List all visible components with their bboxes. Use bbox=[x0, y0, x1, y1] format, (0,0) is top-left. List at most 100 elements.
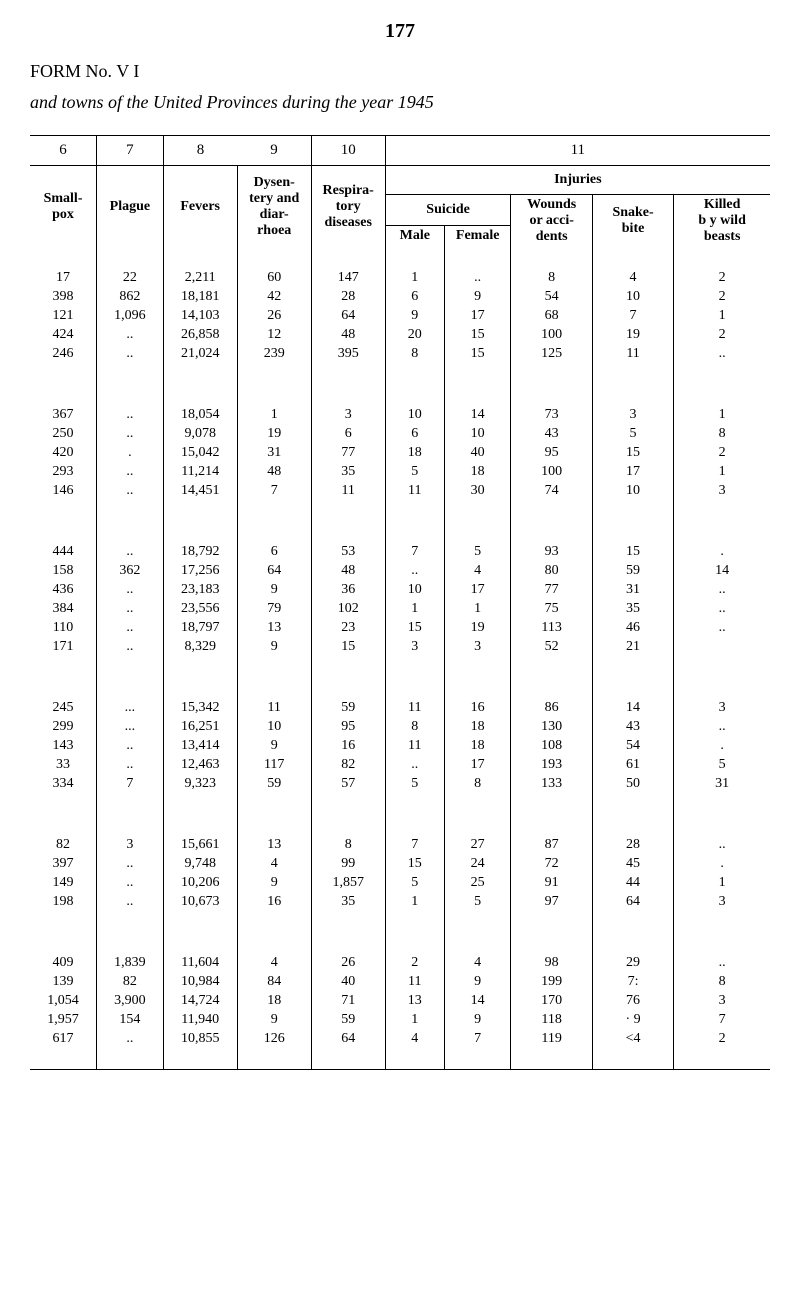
table-cell: 14,724 bbox=[163, 991, 237, 1010]
table-cell: 436 bbox=[30, 580, 97, 599]
table-row: 1211,09614,10326649176871 bbox=[30, 306, 770, 325]
table-cell: 13 bbox=[237, 618, 311, 637]
table-cell: 362 bbox=[97, 561, 164, 580]
table-row: 420.15,0423177184095152 bbox=[30, 443, 770, 462]
table-cell: .. bbox=[97, 462, 164, 481]
table-row: 436..23,18393610177731.. bbox=[30, 580, 770, 599]
col-num: 11 bbox=[385, 136, 770, 166]
table-row: 146..14,451711113074103 bbox=[30, 481, 770, 500]
table-cell: 3 bbox=[311, 405, 385, 424]
table-cell: 7 bbox=[385, 835, 444, 854]
table-row: 384..23,55679102117535.. bbox=[30, 599, 770, 618]
table-row: 17222,211601471..842 bbox=[30, 268, 770, 287]
table-cell: 4 bbox=[592, 268, 673, 287]
table-cell: 119 bbox=[511, 1029, 592, 1048]
table-cell: 10 bbox=[592, 481, 673, 500]
table-cell: 44 bbox=[592, 873, 673, 892]
table-cell: 64 bbox=[311, 306, 385, 325]
table-row: 1,95715411,94095919118· 97 bbox=[30, 1010, 770, 1029]
table-cell: 110 bbox=[30, 618, 97, 637]
table-cell: 1 bbox=[674, 873, 770, 892]
table-cell: .. bbox=[97, 405, 164, 424]
table-cell: 95 bbox=[311, 717, 385, 736]
table-cell: 33 bbox=[30, 755, 97, 774]
table-cell: 31 bbox=[592, 580, 673, 599]
table-cell: 239 bbox=[237, 344, 311, 363]
table-cell: 59 bbox=[592, 561, 673, 580]
table-row: 39886218,18142286954102 bbox=[30, 287, 770, 306]
table-cell: 17,256 bbox=[163, 561, 237, 580]
table-cell: 424 bbox=[30, 325, 97, 344]
table-cell: 50 bbox=[592, 774, 673, 793]
table-cell: 147 bbox=[311, 268, 385, 287]
table-cell: 21,024 bbox=[163, 344, 237, 363]
table-cell: 13 bbox=[385, 991, 444, 1010]
table-cell: 21 bbox=[592, 637, 673, 656]
table-cell: 64 bbox=[311, 1029, 385, 1048]
table-cell bbox=[674, 637, 770, 656]
table-cell: 15 bbox=[385, 854, 444, 873]
header-plague: Plague bbox=[97, 166, 164, 248]
table-cell: 1 bbox=[444, 599, 511, 618]
table-cell: .. bbox=[444, 268, 511, 287]
table-row: 617..10,8551266447119<42 bbox=[30, 1029, 770, 1048]
table-cell: .. bbox=[97, 325, 164, 344]
table-cell: 10 bbox=[237, 717, 311, 736]
table-cell: 87 bbox=[511, 835, 592, 854]
group-spacer bbox=[30, 384, 770, 405]
group-spacer bbox=[30, 1048, 770, 1070]
table-cell: 11 bbox=[385, 736, 444, 755]
header-snake: Snake- bite bbox=[592, 195, 673, 248]
table-cell: 133 bbox=[511, 774, 592, 793]
table-cell: 43 bbox=[592, 717, 673, 736]
table-cell: .. bbox=[97, 599, 164, 618]
table-row: 246..21,02423939581512511.. bbox=[30, 344, 770, 363]
table-row: 1398210,98484401191997:8 bbox=[30, 972, 770, 991]
table-cell: 40 bbox=[444, 443, 511, 462]
table-cell: 82 bbox=[311, 755, 385, 774]
data-table: 6 7 8 9 10 11 Small-pox Plague Fevers Dy… bbox=[30, 135, 770, 1070]
table-cell: 13,414 bbox=[163, 736, 237, 755]
table-cell: 143 bbox=[30, 736, 97, 755]
table-cell: .. bbox=[97, 481, 164, 500]
table-cell: .. bbox=[97, 873, 164, 892]
table-cell: 3 bbox=[674, 991, 770, 1010]
table-cell: 245 bbox=[30, 698, 97, 717]
header-injuries: Injuries bbox=[385, 166, 770, 195]
table-row: 250..9,0781966104358 bbox=[30, 424, 770, 443]
table-cell: 10 bbox=[385, 405, 444, 424]
table-cell: 4 bbox=[237, 953, 311, 972]
table-cell: 1,054 bbox=[30, 991, 97, 1010]
table-row: 397..9,74849915247245. bbox=[30, 854, 770, 873]
table-cell: 1 bbox=[385, 268, 444, 287]
table-cell: 9 bbox=[237, 1010, 311, 1029]
table-cell: 125 bbox=[511, 344, 592, 363]
group-spacer bbox=[30, 677, 770, 698]
group-spacer bbox=[30, 500, 770, 521]
group-spacer bbox=[30, 814, 770, 835]
table-cell: 23 bbox=[311, 618, 385, 637]
table-cell: 28 bbox=[592, 835, 673, 854]
table-cell: 102 bbox=[311, 599, 385, 618]
table-cell: 18,181 bbox=[163, 287, 237, 306]
table-cell: 19 bbox=[592, 325, 673, 344]
group-spacer bbox=[30, 656, 770, 677]
table-cell: 17 bbox=[444, 580, 511, 599]
header-suicide: Suicide bbox=[385, 195, 511, 226]
table-cell: 80 bbox=[511, 561, 592, 580]
table-cell: 7 bbox=[385, 542, 444, 561]
table-cell: 27 bbox=[444, 835, 511, 854]
table-cell: 9,323 bbox=[163, 774, 237, 793]
col-num: 9 bbox=[237, 136, 311, 166]
table-cell: .. bbox=[385, 755, 444, 774]
table-cell: 1 bbox=[385, 892, 444, 911]
table-cell: 17 bbox=[444, 306, 511, 325]
table-cell: 17 bbox=[444, 755, 511, 774]
table-cell: 1 bbox=[674, 405, 770, 424]
table-cell: .. bbox=[674, 717, 770, 736]
table-cell: .. bbox=[97, 755, 164, 774]
table-cell: 12 bbox=[237, 325, 311, 344]
table-cell: 18 bbox=[444, 736, 511, 755]
table-row: 1,0543,90014,72418711314170763 bbox=[30, 991, 770, 1010]
table-cell: 7 bbox=[444, 1029, 511, 1048]
